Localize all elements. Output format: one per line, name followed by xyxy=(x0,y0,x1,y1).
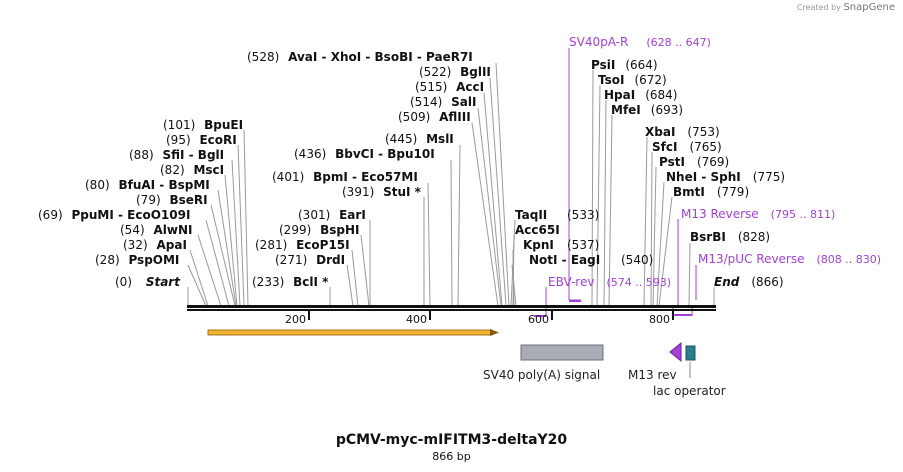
feature-label-m13-rev: M13 rev xyxy=(628,368,677,382)
primer-label-m13-puc-reverse[interactable]: M13/pUC Reverse (808 .. 830) xyxy=(698,252,881,266)
snapgene-credit: Created by SnapGene xyxy=(797,2,895,13)
tick-label: 800 xyxy=(649,313,670,326)
site-label[interactable]: TaqII xyxy=(515,208,547,222)
site-label[interactable]: MfeI (693) xyxy=(611,103,683,117)
primer-label-sv40pa-r[interactable]: SV40pA-R (628 .. 647) xyxy=(569,35,711,49)
primer-bar-m13-reverse[interactable] xyxy=(673,314,692,316)
site-label[interactable]: XbaI (753) xyxy=(645,125,720,139)
right-cluster: NotI - EagI (540) KpnI (537) Acc65I TaqI… xyxy=(515,58,785,289)
site-label[interactable]: (69) PpuMI - EcoO109I xyxy=(38,208,190,222)
site-label[interactable]: (445) MslI xyxy=(385,132,454,146)
site-label[interactable]: (515) AccI xyxy=(415,80,484,94)
feature-label-lac-operator: lac operator xyxy=(653,384,726,398)
site-label[interactable]: (271) DrdI xyxy=(275,253,345,267)
site-label[interactable]: (509) AflIII xyxy=(398,110,471,124)
site-label[interactable]: (436) BbvCI - Bpu10I xyxy=(294,147,435,161)
site-label[interactable]: (281) EcoP15I xyxy=(255,238,350,252)
mid-cluster: (233) BclI * (271) DrdI (281) EcoP15I (2… xyxy=(247,50,491,289)
site-label[interactable]: (391) StuI * xyxy=(342,185,422,199)
site-label[interactable]: (82) MscI xyxy=(160,163,224,177)
primer-bar-ebv-rev[interactable] xyxy=(534,315,546,317)
site-label[interactable]: Acc65I xyxy=(515,223,560,237)
site-label-pos: (537) xyxy=(567,238,599,252)
site-label[interactable]: (299) BspHI xyxy=(279,223,360,237)
site-label[interactable]: SfcI (765) xyxy=(652,140,722,154)
site-label[interactable]: PstI (769) xyxy=(659,155,729,169)
backbone-bottom xyxy=(187,309,716,311)
primer-labels: SV40pA-R (628 .. 647) EBV-rev (574 .. 593)… xyxy=(548,35,881,289)
site-label[interactable]: (401) BpmI - Eco57MI xyxy=(272,170,418,184)
leader-lines xyxy=(187,62,715,307)
site-label[interactable]: NheI - SphI (775) xyxy=(666,170,785,184)
primer-bar-sv40pa-r[interactable] xyxy=(569,300,581,302)
site-label[interactable]: (54) AlwNI xyxy=(120,223,192,237)
site-label[interactable]: (301) EarI xyxy=(298,208,366,222)
site-label[interactable]: BmtI (779) xyxy=(673,185,749,199)
site-label[interactable]: HpaI (684) xyxy=(604,88,677,102)
site-label[interactable]: (0) Start xyxy=(115,275,181,289)
plasmid-title: pCMV-myc-mIFITM3-deltaY20 xyxy=(335,432,568,448)
site-label[interactable]: NotI - EagI xyxy=(529,253,600,267)
site-label[interactable]: (32) ApaI xyxy=(123,238,187,252)
tick-label: 200 xyxy=(285,313,306,326)
site-label-pos: (540) xyxy=(621,253,653,267)
primer-label-ebv-rev[interactable]: EBV-rev (574 .. 593) xyxy=(548,275,671,289)
axis: 200 400 600 800 xyxy=(285,311,674,326)
site-label[interactable]: (101) BpuEI xyxy=(163,118,243,132)
site-label[interactable]: TsoI (672) xyxy=(598,73,667,87)
backbone-top xyxy=(187,305,716,308)
site-label[interactable]: PsiI (664) xyxy=(591,58,658,72)
feature-m13-rev[interactable] xyxy=(669,341,682,363)
tick-label: 600 xyxy=(528,313,549,326)
site-label[interactable]: (79) BseRI xyxy=(136,193,208,207)
left-cluster: (0) Start (28) PspOMI (32) ApaI (54) Alw… xyxy=(38,118,243,289)
credit-prefix: Created by xyxy=(796,3,841,12)
site-label[interactable]: (28) PspOMI xyxy=(95,253,179,267)
site-label-end[interactable]: End (866) xyxy=(714,275,784,289)
site-label[interactable]: (80) BfuAI - BspMI xyxy=(85,178,210,192)
orf-arrow[interactable] xyxy=(207,329,499,336)
site-label[interactable]: (522) BglII xyxy=(419,65,491,79)
snapgene-logo: SnapGene xyxy=(843,2,895,13)
feature-lac-operator[interactable] xyxy=(685,345,696,361)
site-label[interactable]: KpnI xyxy=(523,238,554,252)
site-label[interactable]: (95) EcoRI xyxy=(166,133,237,147)
plasmid-length: 866 bp xyxy=(432,450,471,463)
site-label-pos: (533) xyxy=(567,208,599,222)
site-label[interactable]: (514) SalI xyxy=(410,95,476,109)
site-label[interactable]: (233) BclI * xyxy=(252,275,329,289)
feature-sv40-polya-signal[interactable] xyxy=(520,344,604,361)
primer-label-m13-reverse[interactable]: M13 Reverse (795 .. 811) xyxy=(681,207,835,221)
tick-label: 400 xyxy=(406,313,427,326)
site-label[interactable]: (528) AvaI - XhoI - BsoBI - PaeR7I xyxy=(247,50,473,64)
site-label[interactable]: (88) SfiI - BglI xyxy=(129,148,224,162)
site-label[interactable]: BsrBI (828) xyxy=(690,230,770,244)
feature-label-sv40: SV40 poly(A) signal xyxy=(483,368,600,382)
